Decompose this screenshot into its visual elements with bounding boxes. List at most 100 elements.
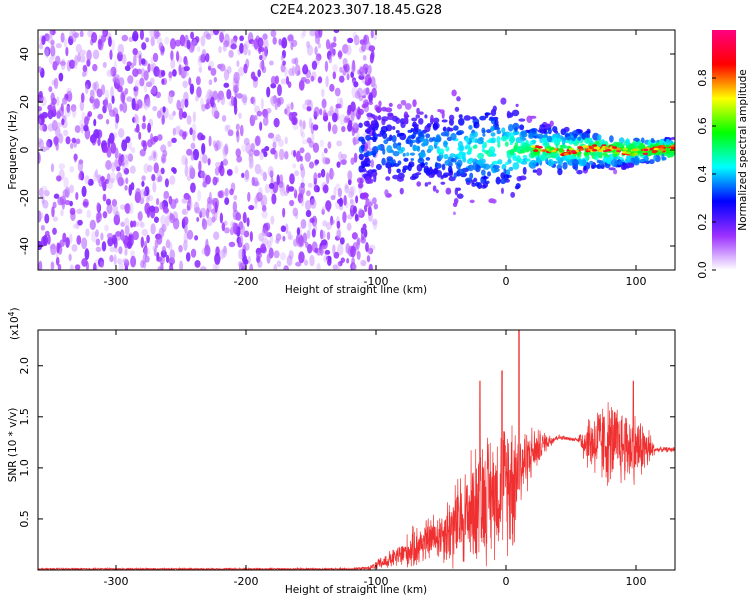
- spectrogram-cell: [106, 173, 111, 182]
- spectrogram-cell: [243, 230, 250, 238]
- spectrogram-cell: [150, 36, 155, 47]
- spectrogram-cell: [367, 205, 372, 217]
- spectrogram-cell: [155, 198, 160, 206]
- spectrogram-cell: [239, 225, 246, 236]
- spectrogram-cell: [230, 95, 235, 106]
- spectrogram-cell: [143, 84, 147, 93]
- spectrogram-cell: [190, 153, 195, 161]
- spectrogram-cell: [362, 95, 366, 99]
- spectrogram-cell: [327, 141, 332, 149]
- spectrogram-cell: [233, 71, 240, 84]
- spectrogram-cell: [442, 172, 450, 177]
- spectrogram-cell: [441, 119, 448, 123]
- spectrogram-cell: [328, 55, 333, 64]
- spectrogram-cell: [40, 224, 46, 231]
- spectrogram-cell: [261, 210, 268, 219]
- spectrogram-cell: [294, 57, 299, 66]
- spectrogram-cell: [180, 98, 185, 110]
- spectrogram-cell: [39, 124, 45, 131]
- spectrogram-cell: [561, 137, 566, 145]
- spectrogram-cell: [270, 75, 277, 85]
- spectrogram-cell: [252, 76, 258, 82]
- spectrogram-cell: [150, 56, 154, 68]
- spectrogram-cell: [114, 247, 119, 253]
- spectrogram-cell: [232, 201, 238, 213]
- snr-frame: [37, 329, 676, 571]
- spectrogram-cell: [378, 100, 382, 107]
- spectrogram-cell: [625, 155, 631, 161]
- spectrogram-cell: [305, 209, 312, 218]
- spectrogram-cell: [198, 66, 203, 73]
- spectrogram-cell: [377, 115, 382, 121]
- spectrogram-cell: [264, 230, 270, 238]
- spectrogram-cell: [185, 252, 191, 262]
- spectrogram-cell: [80, 123, 84, 134]
- spectrogram-cell: [556, 141, 560, 145]
- spectrogram-cell: [200, 170, 206, 178]
- spectrogram-cell: [484, 112, 492, 116]
- spectrogram-cell: [264, 222, 271, 231]
- spectrogram-cell: [148, 194, 154, 202]
- spectrogram-cell: [396, 168, 401, 174]
- spectrogram-cell: [342, 57, 348, 67]
- spectrogram-cell: [637, 150, 643, 154]
- spectrogram-cell: [320, 168, 326, 178]
- spectrogram-cell: [210, 96, 215, 108]
- spectrogram-cell: [300, 31, 305, 39]
- spectrogram-cell: [538, 126, 543, 131]
- spectrogram-cell: [424, 124, 431, 133]
- spectrogram-cell: [608, 167, 616, 171]
- colorbar-tick-label: 0.0: [696, 261, 709, 279]
- spectrogram-cell: [77, 52, 81, 63]
- spectrogram-cell: [512, 122, 520, 131]
- spectrogram-cell: [322, 156, 328, 165]
- spectrogram-cell: [406, 152, 410, 157]
- spectrogram-cell: [55, 43, 62, 49]
- spectrogram-cell: [201, 142, 206, 155]
- spectrogram-cell: [530, 145, 536, 148]
- spectrogram-cell: [38, 117, 42, 125]
- spectrogram-cell: [161, 115, 165, 125]
- spectrogram-cell: [293, 149, 297, 158]
- spectrogram-cell: [518, 118, 526, 122]
- spectrogram-cell: [272, 136, 279, 143]
- spectrogram-cell: [102, 61, 107, 69]
- spectrogram-cell: [286, 255, 293, 267]
- snr-x-tick-label: -200: [234, 575, 259, 588]
- spectrogram-cell: [109, 109, 116, 117]
- spectrogram-cell: [504, 161, 510, 165]
- spectrogram-cell: [381, 157, 386, 166]
- spectrogram-cell: [353, 34, 360, 46]
- spectrogram-cell: [514, 127, 518, 132]
- spectrogram-cell: [668, 152, 675, 157]
- spectrogram-cell: [362, 192, 369, 199]
- spectrogram-cell: [238, 112, 242, 119]
- spectrogram-cell: [377, 144, 382, 151]
- spectrogram-cell: [261, 237, 269, 246]
- spectrogram-cell: [261, 194, 268, 207]
- spectrogram-cell: [293, 187, 297, 194]
- spectrogram-cell: [114, 158, 119, 168]
- spectrogram-cell: [442, 126, 447, 132]
- spectrogram-cell: [102, 211, 108, 219]
- spectrogram-cell: [168, 113, 175, 121]
- spectrogram-cell: [334, 87, 341, 97]
- spectrogram-cell: [129, 165, 136, 174]
- spectrogram-cell: [101, 175, 105, 188]
- spectrogram-cell: [325, 75, 329, 88]
- spectrogram-cell: [256, 110, 263, 117]
- spectrogram-cell: [520, 161, 528, 165]
- spectrogram-cell: [115, 113, 120, 124]
- spectrogram-cell: [490, 137, 496, 144]
- spectrogram-cell: [333, 36, 337, 43]
- spectrogram-cell: [530, 127, 538, 132]
- spectrogram-cell: [356, 87, 364, 98]
- spectrogram-cell: [86, 209, 92, 219]
- spectrogram-cell: [584, 145, 590, 149]
- spectrogram-cell: [648, 159, 655, 165]
- spectrogram-cell: [445, 130, 450, 137]
- spectrogram-cell: [264, 145, 270, 152]
- spectrogram-cell: [553, 134, 560, 138]
- spectrogram-cell: [491, 198, 497, 204]
- spectrogram-cell: [169, 38, 177, 50]
